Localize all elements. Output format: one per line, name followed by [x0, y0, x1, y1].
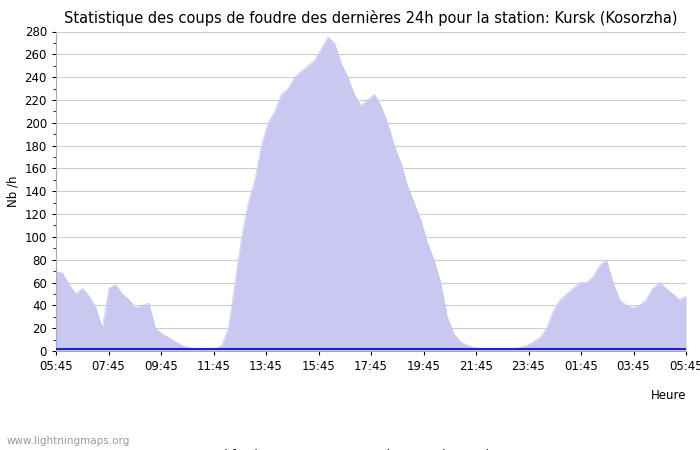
Title: Statistique des coups de foudre des dernières 24h pour la station: Kursk (Kosorz: Statistique des coups de foudre des dern…	[64, 10, 678, 26]
Text: www.lightningmaps.org: www.lightningmaps.org	[7, 436, 130, 446]
Y-axis label: Nb /h: Nb /h	[6, 176, 19, 207]
Text: Heure: Heure	[650, 389, 686, 402]
